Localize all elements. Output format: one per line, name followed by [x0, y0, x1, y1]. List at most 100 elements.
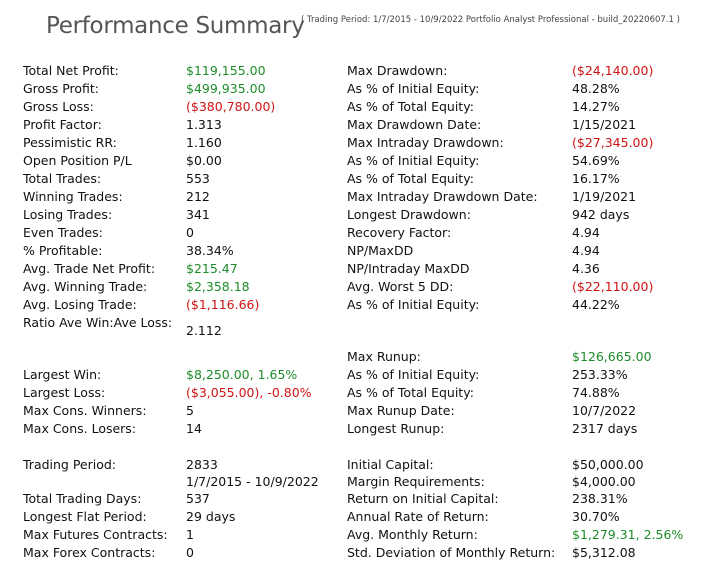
- left-label-profit-factor-3: Profit Factor:: [23, 117, 102, 132]
- left-label-max-cons-winners-17: Max Cons. Winners:: [23, 403, 147, 418]
- left-label-max-cons-losers-18: Max Cons. Losers:: [23, 421, 137, 436]
- left-label-largest-loss-16: Largest Loss:: [23, 385, 106, 400]
- left-value-max-forex-contracts-24: 0: [186, 545, 194, 560]
- left-value-ratio-ave-win-ave-loss-14: 2.112: [186, 323, 222, 338]
- left-value-max-futures-contracts-23: 1: [186, 527, 194, 542]
- left-label-total-trading-days-21: Total Trading Days:: [23, 491, 142, 506]
- left-value-avg-trade-net-profit-11: $215.47: [186, 261, 238, 276]
- left-value-max-cons-losers-18: 14: [186, 421, 202, 436]
- left-value-winning-trades-7: 212: [186, 189, 210, 204]
- left-value-gross-profit-1: $499,935.00: [186, 81, 266, 96]
- left-label-losing-trades-8: Losing Trades:: [23, 207, 113, 222]
- right-value-longest-runup-18: 2317 days: [572, 421, 638, 436]
- left-value-profit-factor-3: 1.313: [186, 117, 222, 132]
- right-value-max-runup-date-17: 10/7/2022: [572, 403, 637, 418]
- page-title: Performance Summary: [46, 13, 305, 39]
- right-label-max-runup-date-17: Max Runup Date:: [347, 403, 455, 418]
- right-value-np-intraday-maxdd-11: 4.36: [572, 261, 600, 276]
- right-value-annual-rate-of-return-22: 30.70%: [572, 509, 620, 524]
- left-value-pessimistic-rr-4: 1.160: [186, 135, 222, 150]
- right-value-np-maxdd-10: 4.94: [572, 243, 600, 258]
- right-label-as-of-initial-equity-15: As % of Initial Equity:: [347, 367, 480, 382]
- left-value-largest-loss-16: ($3,055.00), -0.80%: [186, 385, 312, 400]
- left-label-avg-trade-net-profit-11: Avg. Trade Net Profit:: [23, 261, 156, 276]
- left-label-open-position-p-l-5: Open Position P/L: [23, 153, 132, 168]
- right-label-return-on-initial-capital-21: Return on Initial Capital:: [347, 491, 499, 506]
- right-label-as-of-total-equity-2: As % of Total Equity:: [347, 99, 474, 114]
- left-label-gross-loss-2: Gross Loss:: [23, 99, 94, 114]
- right-label-as-of-total-equity-6: As % of Total Equity:: [347, 171, 474, 186]
- left-label-max-forex-contracts-24: Max Forex Contracts:: [23, 545, 156, 560]
- left-label-ratio-ave-win-ave-loss-14: Ratio Ave Win:Ave Loss:: [23, 315, 173, 330]
- right-value-longest-drawdown-8: 942 days: [572, 207, 630, 222]
- right-label-np-intraday-maxdd-11: NP/Intraday MaxDD: [347, 261, 470, 276]
- right-value-as-of-initial-equity-1: 48.28%: [572, 81, 620, 96]
- left-label-total-trades-6: Total Trades:: [23, 171, 102, 186]
- left-label-pessimistic-rr-4: Pessimistic RR:: [23, 135, 117, 150]
- right-value-max-drawdown-0: ($24,140.00): [572, 63, 654, 78]
- left-value-largest-win-15: $8,250.00, 1.65%: [186, 367, 298, 382]
- right-value-as-of-total-equity-16: 74.88%: [572, 385, 620, 400]
- right-label-as-of-initial-equity-5: As % of Initial Equity:: [347, 153, 480, 168]
- left-label-longest-flat-period-22: Longest Flat Period:: [23, 509, 147, 524]
- right-label-as-of-initial-equity-13: As % of Initial Equity:: [347, 297, 480, 312]
- right-value-initial-capital-19: $50,000.00: [572, 457, 644, 472]
- left-label-avg-winning-trade-12: Avg. Winning Trade:: [23, 279, 148, 294]
- right-label-as-of-initial-equity-1: As % of Initial Equity:: [347, 81, 480, 96]
- left-value-total-net-profit-0: $119,155.00: [186, 63, 266, 78]
- left-label-avg-losing-trade-13: Avg. Losing Trade:: [23, 297, 137, 312]
- left-value-value-20: 1/7/2015 - 10/9/2022: [186, 474, 319, 489]
- right-label-np-maxdd-10: NP/MaxDD: [347, 243, 414, 258]
- right-label-avg-worst-5-dd-12: Avg. Worst 5 DD:: [347, 279, 454, 294]
- right-label-std-deviation-of-monthly-return-24: Std. Deviation of Monthly Return:: [347, 545, 556, 560]
- left-label-max-futures-contracts-23: Max Futures Contracts:: [23, 527, 168, 542]
- left-value-trading-period-19: 2833: [186, 457, 218, 472]
- right-value-as-of-initial-equity-15: 253.33%: [572, 367, 628, 382]
- left-value-avg-winning-trade-12: $2,358.18: [186, 279, 250, 294]
- left-label-largest-win-15: Largest Win:: [23, 367, 102, 382]
- right-label-avg-monthly-return-23: Avg. Monthly Return:: [347, 527, 478, 542]
- right-value-as-of-total-equity-6: 16.17%: [572, 171, 620, 186]
- left-label-profitable-10: % Profitable:: [23, 243, 103, 258]
- left-value-max-cons-winners-17: 5: [186, 403, 194, 418]
- right-value-max-drawdown-date-3: 1/15/2021: [572, 117, 637, 132]
- right-label-initial-capital-19: Initial Capital:: [347, 457, 434, 472]
- left-label-trading-period-19: Trading Period:: [23, 457, 117, 472]
- right-value-as-of-initial-equity-5: 54.69%: [572, 153, 620, 168]
- right-value-margin-requirements-20: $4,000.00: [572, 474, 636, 489]
- left-label-gross-profit-1: Gross Profit:: [23, 81, 100, 96]
- right-value-avg-worst-5-dd-12: ($22,110.00): [572, 279, 654, 294]
- left-label-total-net-profit-0: Total Net Profit:: [23, 63, 119, 78]
- right-value-return-on-initial-capital-21: 238.31%: [572, 491, 628, 506]
- left-value-total-trades-6: 553: [186, 171, 210, 186]
- page-subtitle: ( Trading Period: 1/7/2015 - 10/9/2022 P…: [301, 15, 680, 25]
- right-value-max-runup-14: $126,665.00: [572, 349, 652, 364]
- left-value-longest-flat-period-22: 29 days: [186, 509, 236, 524]
- right-value-max-intraday-drawdown-date-7: 1/19/2021: [572, 189, 637, 204]
- right-label-recovery-factor-9: Recovery Factor:: [347, 225, 452, 240]
- right-label-annual-rate-of-return-22: Annual Rate of Return:: [347, 509, 489, 524]
- right-label-longest-runup-18: Longest Runup:: [347, 421, 445, 436]
- right-value-as-of-total-equity-2: 14.27%: [572, 99, 620, 114]
- right-value-avg-monthly-return-23: $1,279.31, 2.56%: [572, 527, 684, 542]
- left-value-even-trades-9: 0: [186, 225, 194, 240]
- left-value-losing-trades-8: 341: [186, 207, 210, 222]
- right-label-max-drawdown-date-3: Max Drawdown Date:: [347, 117, 482, 132]
- left-label-even-trades-9: Even Trades:: [23, 225, 103, 240]
- right-label-max-drawdown-0: Max Drawdown:: [347, 63, 448, 78]
- right-label-margin-requirements-20: Margin Requirements:: [347, 474, 485, 489]
- right-label-longest-drawdown-8: Longest Drawdown:: [347, 207, 471, 222]
- right-label-max-runup-14: Max Runup:: [347, 349, 421, 364]
- left-value-avg-losing-trade-13: ($1,116.66): [186, 297, 260, 312]
- left-value-profitable-10: 38.34%: [186, 243, 234, 258]
- left-value-gross-loss-2: ($380,780.00): [186, 99, 276, 114]
- right-value-recovery-factor-9: 4.94: [572, 225, 600, 240]
- right-label-as-of-total-equity-16: As % of Total Equity:: [347, 385, 474, 400]
- right-label-max-intraday-drawdown-date-7: Max Intraday Drawdown Date:: [347, 189, 538, 204]
- left-label-winning-trades-7: Winning Trades:: [23, 189, 123, 204]
- left-value-open-position-p-l-5: $0.00: [186, 153, 222, 168]
- left-value-total-trading-days-21: 537: [186, 491, 210, 506]
- right-label-max-intraday-drawdown-4: Max Intraday Drawdown:: [347, 135, 504, 150]
- right-value-max-intraday-drawdown-4: ($27,345.00): [572, 135, 654, 150]
- right-value-as-of-initial-equity-13: 44.22%: [572, 297, 620, 312]
